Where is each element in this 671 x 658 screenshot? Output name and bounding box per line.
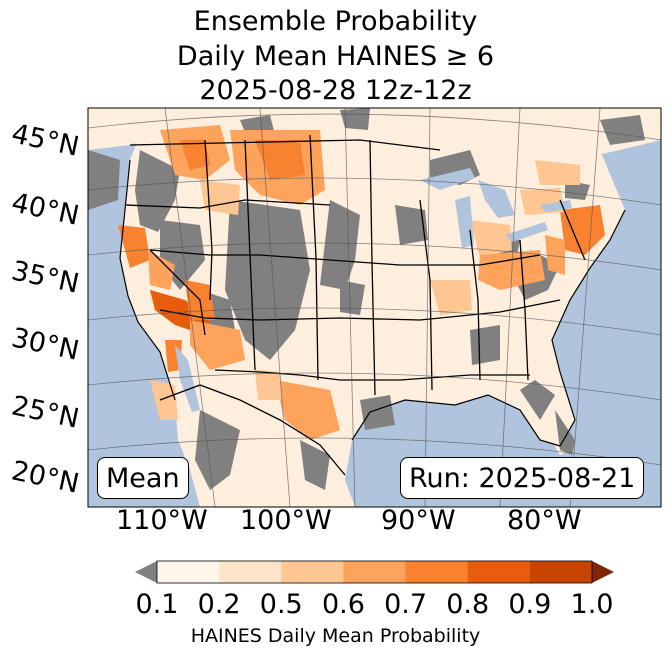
state-borders [124, 134, 586, 476]
colorbar-segment [405, 561, 469, 583]
gulf-of-california [175, 345, 200, 412]
lon-label-100: 100°W [240, 505, 332, 536]
colorbar-segment [281, 561, 344, 583]
colorbar-tick: 0.1 [135, 589, 179, 620]
graticule [88, 108, 661, 507]
title-line-1: Ensemble Probability [193, 6, 478, 37]
probability-regions [118, 125, 605, 440]
colorbar-segment [343, 561, 407, 583]
colorbar-tick: 0.2 [197, 589, 241, 620]
title-line-3: 2025-08-28 12z-12z [199, 75, 472, 106]
colorbar-tick: 0.5 [259, 589, 303, 620]
lon-label-90: 90°W [381, 505, 456, 536]
colorbar-frame [156, 560, 593, 584]
run-date-box: Run: 2025-08-21 [400, 457, 645, 499]
lon-label-80: 80°W [507, 505, 582, 536]
colorbar-tick: 0.7 [384, 589, 428, 620]
colorbar-segment [529, 561, 593, 583]
colorbar-label: HAINES Daily Mean Probability [190, 625, 481, 647]
colorbar-tick: 1.0 [570, 589, 614, 620]
lon-label-110: 110°W [116, 505, 208, 536]
colorbar-under-arrow [135, 561, 157, 583]
colorbar-tick: 0.6 [321, 589, 365, 620]
title-line-2: Daily Mean HAINES ≥ 6 [176, 41, 495, 72]
coastline [119, 159, 626, 447]
colorbar-over-arrow [592, 561, 614, 583]
colorbar-segment [157, 561, 220, 583]
mean-label-box: Mean [97, 457, 189, 499]
colorbar-tick: 0.8 [446, 589, 490, 620]
colorbar-segment [219, 561, 282, 583]
colorbar-tick: 0.9 [508, 589, 552, 620]
colorbar-segment [467, 561, 531, 583]
map-frame [87, 107, 662, 508]
